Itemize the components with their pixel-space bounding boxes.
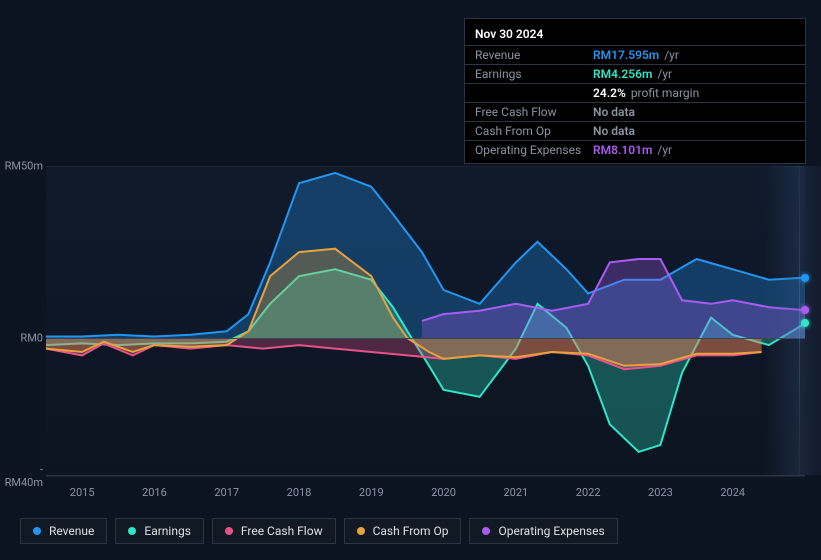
gridline [46,476,805,477]
tooltip-row-value: RM8.101m /yr [593,143,795,157]
x-axis-tick: 2015 [70,486,95,499]
y-axis-tick: RM50m [5,160,43,173]
x-axis-tick: 2016 [142,486,167,499]
series-end-dot [801,306,809,314]
x-axis-tick: 2018 [287,486,312,499]
legend-label: Revenue [49,524,94,538]
x-axis-tick: 2021 [503,486,528,499]
tooltip-row-value: No data [593,124,795,138]
financial-chart: RM50m RM0 -RM40m [16,166,805,476]
tooltip-row-value: RM4.256m /yr [593,67,795,81]
legend-item[interactable]: Free Cash Flow [212,518,336,544]
x-axis: 2015 2016 2017 2018 2019 2020 2021 2022 2023 2024 [46,486,805,506]
chart-svg [46,166,805,476]
x-axis-tick: 2019 [359,486,384,499]
tooltip-row: Free Cash FlowNo data [465,103,805,122]
data-tooltip: Nov 30 2024 RevenueRM17.595m /yrEarnings… [464,18,806,164]
tooltip-row-label [475,86,593,100]
legend-item[interactable]: Operating Expenses [469,518,617,544]
legend-dot-icon [128,527,136,535]
legend-item[interactable]: Cash From Op [344,518,462,544]
x-axis-tick: 2022 [576,486,601,499]
gridline [46,338,805,339]
tooltip-row-label: Free Cash Flow [475,105,593,119]
tooltip-row-label: Revenue [475,48,593,62]
plot-area[interactable] [46,166,805,476]
tooltip-row: Cash From OpNo data [465,122,805,141]
series-end-dot [801,274,809,282]
legend-label: Earnings [144,524,191,538]
legend-label: Cash From Op [373,524,449,538]
tooltip-row: 24.2% profit margin [465,84,805,103]
legend-dot-icon [482,527,490,535]
x-axis-tick: 2024 [720,486,745,499]
tooltip-row-label: Earnings [475,67,593,81]
legend-label: Free Cash Flow [241,524,323,538]
tooltip-row-label: Operating Expenses [475,143,593,157]
gridline [46,166,805,167]
legend-dot-icon [357,527,365,535]
legend-dot-icon [33,527,41,535]
x-axis-tick: 2023 [648,486,673,499]
series-end-dot [801,319,809,327]
tooltip-date: Nov 30 2024 [465,23,805,46]
legend-item[interactable]: Earnings [115,518,204,544]
tooltip-row-label: Cash From Op [475,124,593,138]
legend-label: Operating Expenses [498,524,604,538]
tooltip-row: Operating ExpensesRM8.101m /yr [465,141,805,159]
y-axis-tick: -RM40m [5,463,43,489]
hover-band [764,166,821,475]
tooltip-row-value: RM17.595m /yr [593,48,795,62]
legend-dot-icon [225,527,233,535]
tooltip-row-value: No data [593,105,795,119]
legend: Revenue Earnings Free Cash Flow Cash From O… [20,518,618,544]
hover-line [799,166,800,475]
tooltip-row-value: 24.2% profit margin [593,86,795,100]
x-axis-tick: 2020 [431,486,456,499]
x-axis-tick: 2017 [214,486,239,499]
y-axis-tick: RM0 [20,332,43,345]
tooltip-row: RevenueRM17.595m /yr [465,46,805,65]
tooltip-row: EarningsRM4.256m /yr [465,65,805,84]
legend-item[interactable]: Revenue [20,518,107,544]
